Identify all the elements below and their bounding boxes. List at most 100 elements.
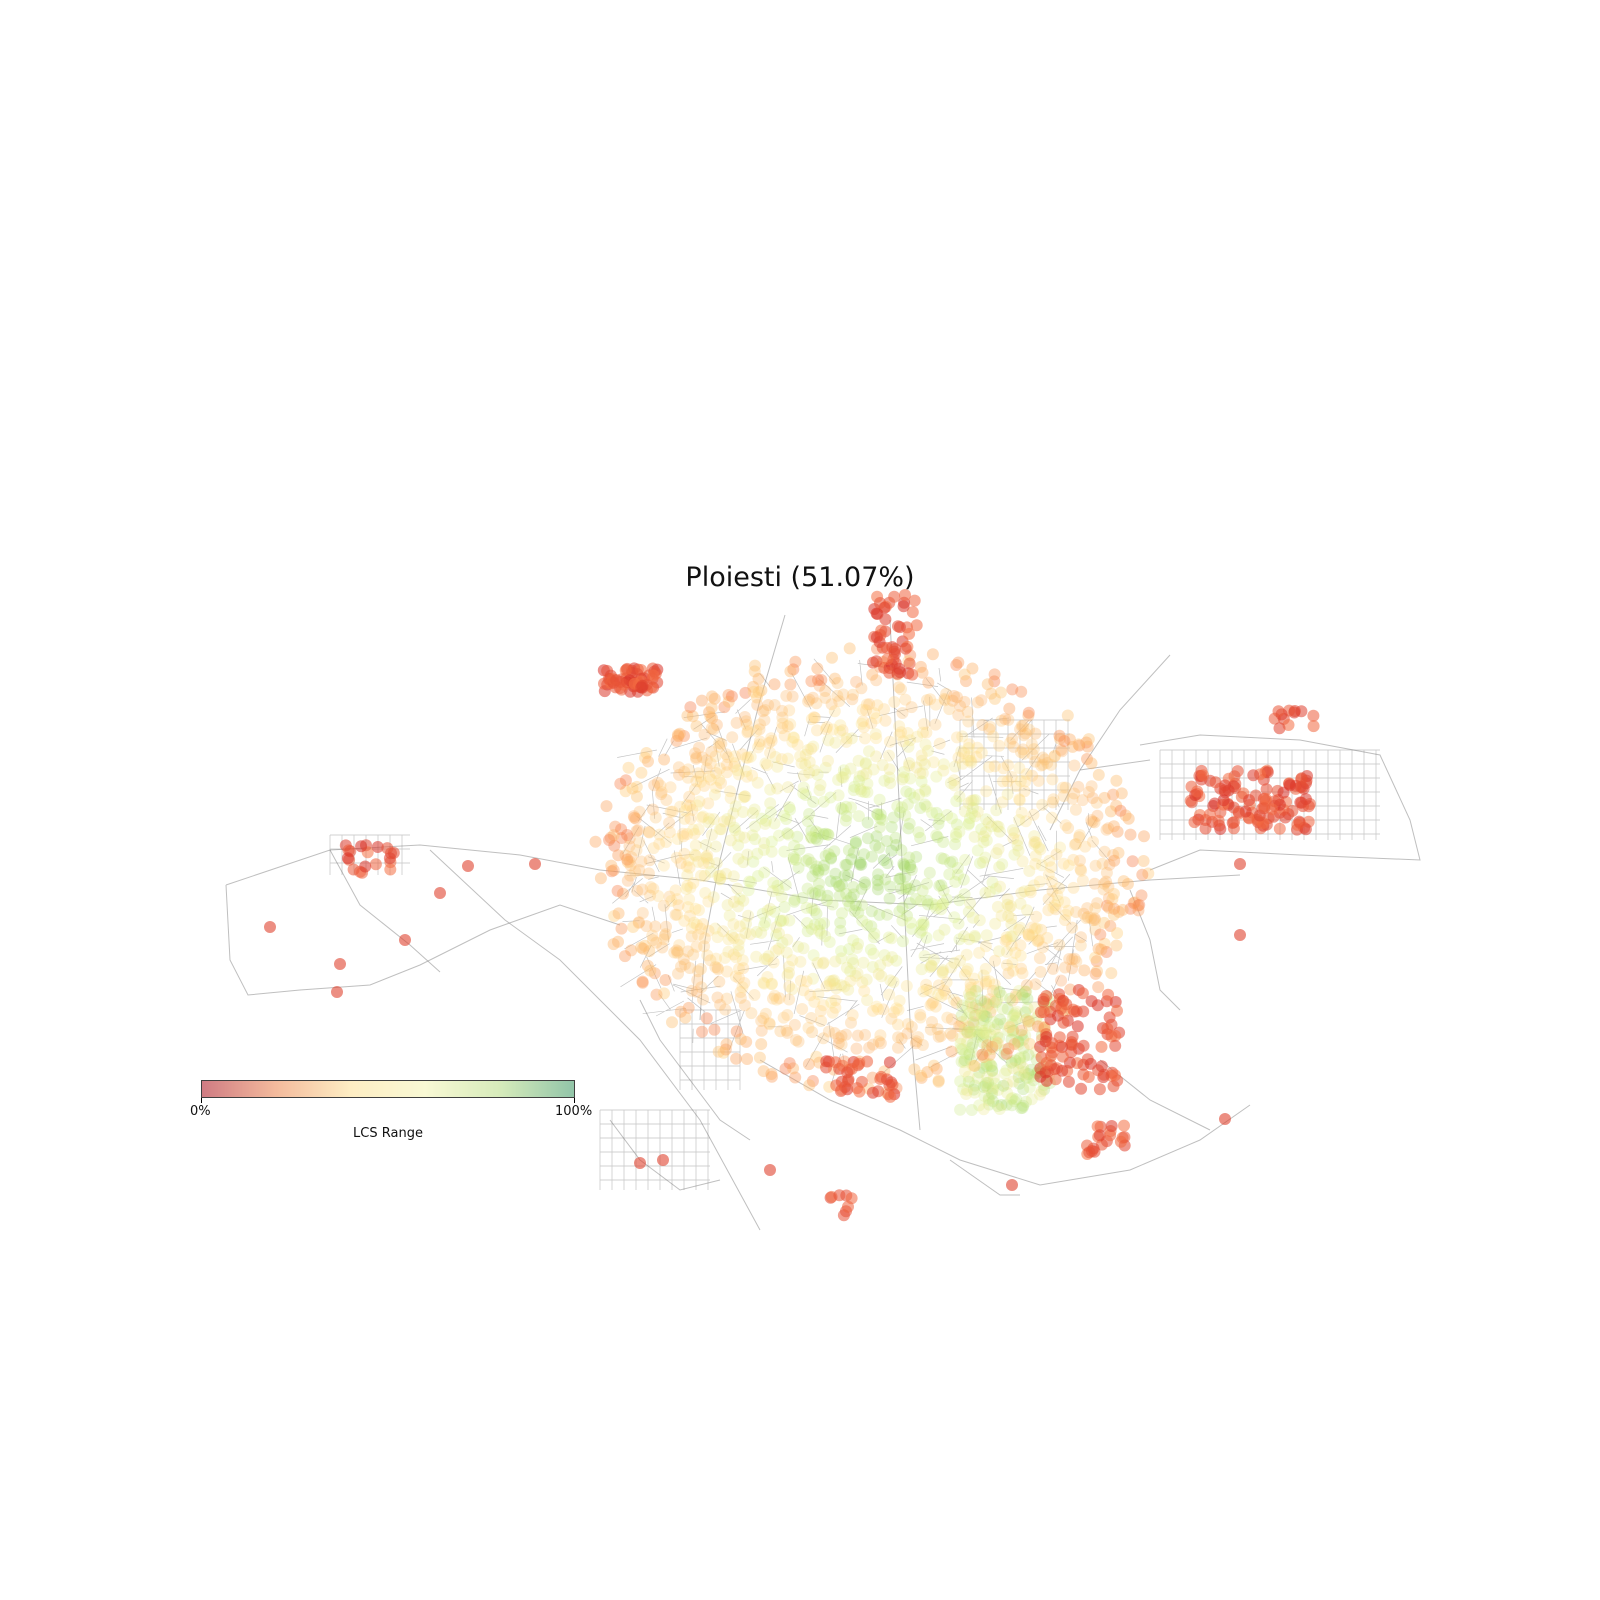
lcs-point — [908, 791, 921, 804]
lcs-point — [963, 750, 976, 763]
lcs-point — [1017, 1061, 1030, 1074]
lcs-point — [822, 734, 835, 747]
lcs-point — [896, 935, 909, 948]
lcs-point — [615, 823, 628, 836]
lcs-point — [945, 1045, 958, 1058]
lcs-point — [1213, 819, 1226, 832]
lcs-point — [958, 1065, 971, 1078]
lcs-point — [930, 806, 943, 819]
lcs-point — [926, 648, 939, 661]
lcs-point — [1109, 1069, 1121, 1082]
lcs-point — [873, 821, 886, 834]
lcs-point — [687, 823, 700, 836]
lcs-point — [761, 971, 774, 983]
lcs-point — [739, 790, 752, 803]
lcs-point — [690, 720, 703, 733]
lcs-point — [681, 828, 694, 840]
lcs-point — [859, 758, 872, 770]
lcs-point — [902, 740, 915, 753]
lcs-point — [857, 721, 870, 734]
lcs-point — [855, 882, 868, 895]
lcs-point — [976, 719, 989, 731]
lcs-point — [986, 1043, 999, 1055]
lcs-point — [1098, 845, 1111, 858]
lcs-point — [954, 1020, 967, 1033]
lcs-point — [694, 770, 706, 783]
lcs-point — [780, 946, 793, 959]
lcs-point — [986, 1040, 999, 1053]
lcs-point — [747, 855, 760, 868]
lcs-point — [837, 688, 850, 701]
lcs-point — [752, 741, 765, 754]
lcs-point — [824, 975, 836, 988]
lcs-point — [714, 872, 727, 885]
lcs-point — [1079, 840, 1092, 853]
lcs-point — [1050, 848, 1063, 861]
lcs-point — [1080, 736, 1093, 749]
lcs-point — [708, 1023, 721, 1036]
lcs-point — [855, 858, 868, 871]
lcs-point — [635, 941, 648, 954]
lcs-point — [1105, 967, 1118, 980]
lcs-point — [1008, 826, 1021, 839]
lcs-point — [619, 785, 632, 798]
lcs-point — [870, 674, 883, 687]
lcs-point — [989, 917, 1002, 930]
lcs-point — [913, 788, 925, 801]
lcs-point — [872, 808, 884, 821]
lcs-point — [926, 806, 938, 819]
lcs-point — [944, 856, 957, 869]
lcs-point — [1046, 773, 1059, 786]
lcs-point — [1011, 839, 1024, 852]
lcs-point — [605, 865, 618, 878]
lcs-point — [621, 856, 634, 868]
lcs-point — [833, 889, 846, 902]
lcs-point — [872, 1035, 885, 1048]
lcs-point — [904, 787, 917, 800]
lcs-point — [799, 789, 812, 801]
lcs-point — [1249, 789, 1262, 802]
lcs-point — [978, 1089, 991, 1102]
lcs-point — [1032, 933, 1045, 946]
lcs-point — [732, 900, 745, 913]
lcs-point — [721, 965, 733, 978]
lcs-point — [993, 739, 1006, 752]
lcs-point — [912, 1031, 925, 1044]
lcs-point — [890, 1002, 903, 1015]
lcs-point — [722, 689, 735, 701]
lcs-point — [797, 984, 810, 997]
lcs-point — [983, 975, 996, 988]
lcs-point — [714, 823, 726, 836]
lcs-point — [1049, 903, 1062, 916]
lcs-point — [769, 751, 782, 763]
lcs-point — [893, 720, 906, 733]
lcs-point — [1090, 955, 1103, 968]
lcs-point — [1022, 709, 1035, 722]
lcs-point — [462, 860, 474, 872]
lcs-point — [746, 829, 759, 842]
lcs-point — [1036, 941, 1049, 954]
lcs-point — [805, 713, 818, 726]
lcs-point — [895, 1032, 908, 1045]
lcs-point — [982, 1092, 995, 1105]
lcs-point — [694, 775, 707, 788]
lcs-point — [883, 1056, 896, 1069]
lcs-point — [855, 682, 868, 695]
lcs-point — [820, 980, 833, 993]
lcs-point — [904, 916, 917, 929]
lcs-point — [918, 798, 931, 811]
lcs-point — [958, 1054, 971, 1067]
lcs-point — [840, 887, 853, 900]
lcs-point — [986, 1001, 999, 1014]
lcs-point — [689, 849, 702, 862]
lcs-point — [1059, 908, 1072, 921]
lcs-point — [705, 722, 718, 735]
lcs-point — [971, 1030, 984, 1043]
lcs-point — [733, 830, 746, 843]
lcs-point — [866, 668, 879, 681]
lcs-point — [916, 666, 929, 679]
lcs-point — [1011, 834, 1024, 847]
lcs-point — [819, 691, 832, 704]
lcs-point — [1005, 912, 1018, 925]
lcs-point — [703, 706, 716, 719]
